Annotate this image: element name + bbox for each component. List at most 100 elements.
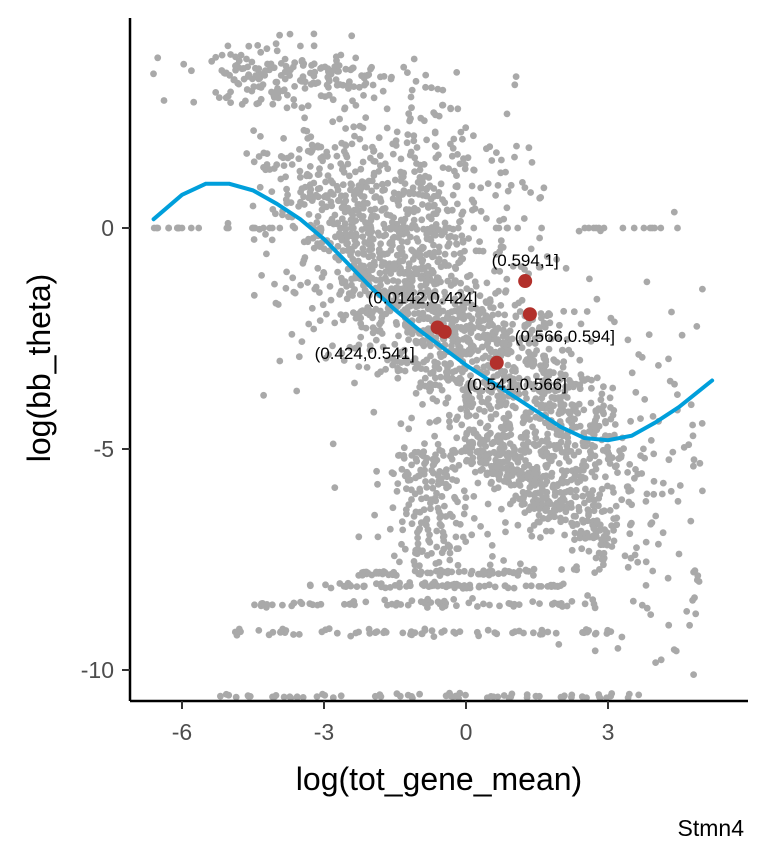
- data-point: [469, 323, 477, 331]
- data-point: [317, 65, 324, 72]
- data-point: [372, 568, 380, 576]
- data-point: [494, 484, 502, 491]
- data-point: [492, 348, 499, 356]
- data-point: [597, 396, 605, 404]
- data-point: [223, 224, 231, 232]
- data-point: [635, 691, 643, 699]
- data-point: [494, 336, 502, 343]
- data-point: [609, 384, 617, 392]
- data-point: [516, 567, 523, 575]
- data-point: [571, 415, 578, 423]
- data-point: [243, 55, 250, 63]
- data-point: [535, 263, 543, 271]
- data-point: [692, 610, 700, 618]
- data-point: [421, 172, 429, 180]
- data-point: [608, 522, 615, 529]
- data-point: [462, 538, 470, 545]
- data-point: [671, 380, 678, 388]
- data-point: [403, 468, 411, 476]
- data-point: [515, 354, 522, 362]
- data-point: [342, 125, 349, 132]
- data-point: [689, 596, 696, 604]
- data-point: [403, 485, 410, 493]
- data-point: [290, 631, 297, 638]
- data-point: [647, 611, 655, 618]
- data-point: [279, 211, 286, 219]
- data-point: [529, 598, 537, 605]
- data-point: [516, 339, 523, 347]
- data-point: [585, 627, 592, 634]
- data-point: [469, 595, 476, 602]
- data-point: [471, 468, 479, 476]
- data-point: [571, 529, 579, 537]
- data-point: [232, 62, 239, 70]
- data-point: [393, 487, 401, 495]
- data-point: [538, 224, 545, 232]
- data-point: [635, 351, 643, 358]
- data-point: [638, 601, 646, 609]
- data-point: [465, 391, 473, 399]
- data-point: [368, 177, 376, 185]
- data-point: [256, 183, 264, 191]
- data-point: [272, 692, 280, 699]
- data-point: [649, 413, 657, 420]
- data-point: [350, 123, 358, 131]
- data-point: [409, 256, 417, 263]
- data-point: [600, 224, 608, 232]
- data-point: [428, 307, 436, 315]
- data-point: [521, 265, 528, 273]
- highlight-point: [437, 324, 452, 339]
- data-point: [514, 521, 522, 529]
- data-point: [485, 387, 493, 394]
- data-point: [310, 244, 318, 252]
- data-point: [476, 292, 484, 300]
- data-point: [426, 419, 434, 426]
- data-point: [428, 300, 436, 308]
- data-point: [407, 115, 414, 122]
- data-point: [386, 584, 394, 591]
- data-point: [596, 566, 603, 573]
- data-point: [454, 105, 462, 113]
- data-point: [235, 57, 243, 65]
- data-point: [505, 410, 512, 418]
- data-point: [578, 693, 586, 701]
- data-point: [300, 238, 308, 246]
- data-point: [502, 519, 509, 526]
- data-point: [413, 160, 420, 167]
- data-point: [459, 135, 466, 143]
- x-axis-ticks: -6 -3 0 3: [172, 701, 614, 745]
- data-point: [338, 204, 346, 212]
- data-point: [376, 269, 384, 277]
- data-point: [520, 629, 527, 637]
- data-point: [329, 694, 337, 702]
- data-point: [585, 547, 593, 555]
- data-point: [310, 325, 318, 333]
- data-point: [421, 374, 429, 382]
- data-point: [699, 487, 706, 495]
- data-point: [404, 476, 412, 484]
- data-point: [361, 144, 369, 152]
- data-point: [277, 153, 285, 160]
- data-point: [619, 224, 627, 232]
- data-point: [453, 477, 460, 485]
- data-point: [336, 115, 343, 123]
- data-point: [504, 347, 512, 355]
- data-point: [572, 486, 580, 494]
- data-point: [251, 601, 258, 609]
- data-point: [487, 405, 495, 413]
- data-point: [257, 84, 265, 91]
- data-point: [351, 344, 359, 352]
- data-point: [428, 84, 435, 92]
- data-point: [329, 118, 337, 126]
- data-point: [610, 515, 618, 522]
- data-point: [521, 389, 529, 397]
- data-point: [633, 544, 640, 552]
- data-point: [456, 521, 464, 528]
- data-point: [550, 452, 558, 460]
- data-point: [430, 192, 438, 200]
- data-point: [496, 602, 503, 610]
- data-point: [439, 298, 446, 305]
- highlight-label: (0.0142,0.424]: [368, 288, 478, 307]
- data-point: [301, 114, 308, 122]
- data-point: [357, 165, 365, 173]
